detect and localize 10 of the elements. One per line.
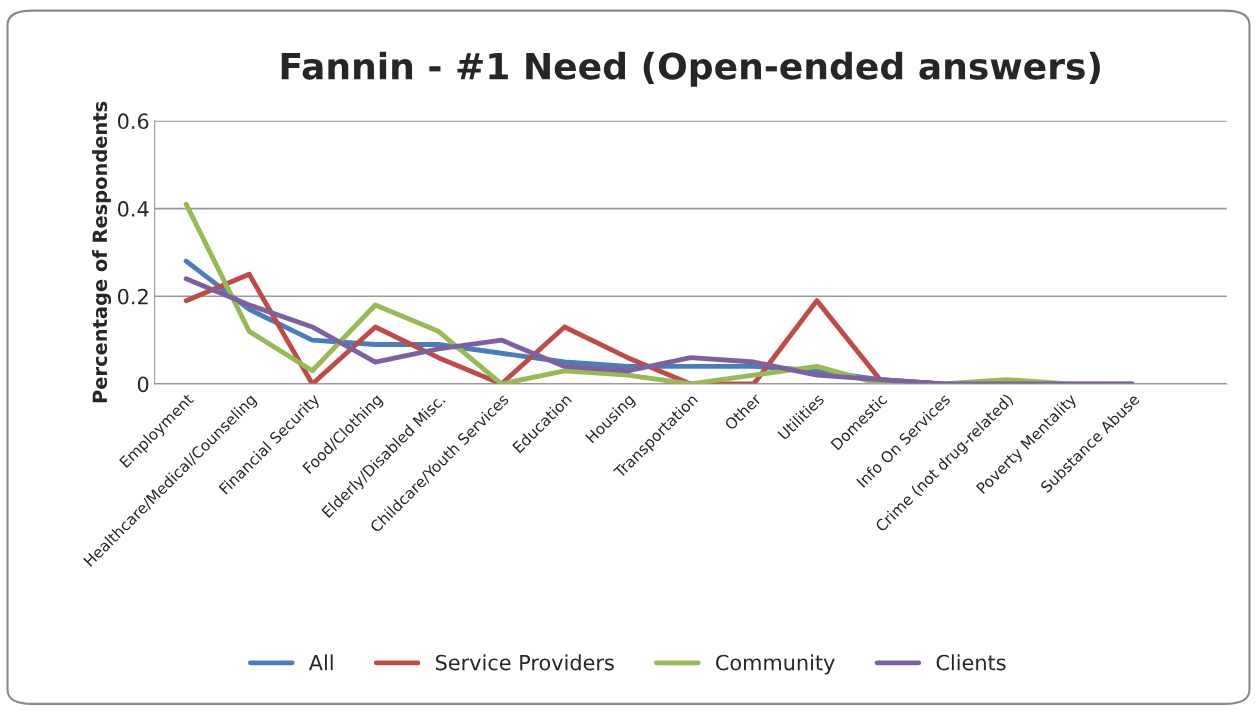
line-series bbox=[183, 276, 1135, 384]
legend-label: Clients bbox=[936, 654, 1006, 671]
y-tick-label: 0 bbox=[137, 376, 149, 393]
y-tick-label: 0.6 bbox=[117, 113, 149, 130]
chart-title: Fannin - #1 Need (Open-ended answers) bbox=[281, 51, 1100, 87]
y-tick-label: 0.2 bbox=[117, 288, 148, 305]
legend-label: All bbox=[308, 654, 333, 671]
legend-label: Service Providers bbox=[435, 654, 614, 671]
y-tick-label: 0.4 bbox=[117, 201, 149, 217]
legend-label: Community bbox=[716, 654, 835, 675]
